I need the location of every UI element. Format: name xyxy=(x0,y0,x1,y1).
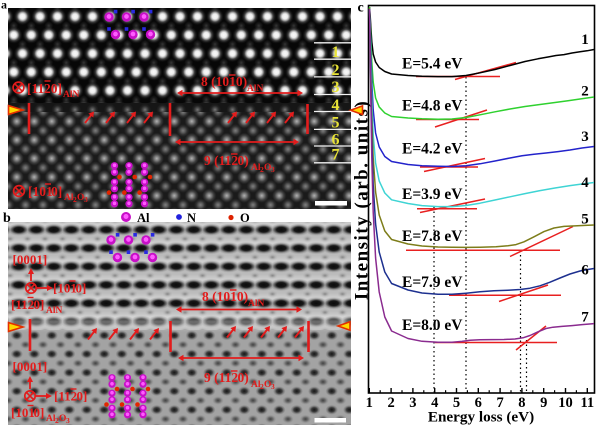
svg-text:E=3.9 eV: E=3.9 eV xyxy=(402,186,463,203)
svg-text:0]: 0] xyxy=(34,297,45,312)
svg-text:0): 0) xyxy=(238,153,249,168)
svg-text:10: 10 xyxy=(558,395,573,411)
svg-text:Energy loss (eV): Energy loss (eV) xyxy=(428,409,534,426)
svg-text:2: 2 xyxy=(73,195,77,204)
svg-text:8: 8 xyxy=(518,395,525,411)
svg-text:2: 2 xyxy=(55,416,59,425)
svg-text:20]: 20] xyxy=(44,81,62,96)
svg-text:3: 3 xyxy=(66,416,70,425)
svg-text:AlN: AlN xyxy=(247,84,264,94)
svg-text:E=5.4 eV: E=5.4 eV xyxy=(402,56,463,73)
svg-text:c: c xyxy=(358,1,364,16)
svg-text:7: 7 xyxy=(332,147,340,164)
svg-text:Intensity (arb. units): Intensity (arb. units) xyxy=(352,100,373,300)
svg-text:E=4.2 eV: E=4.2 eV xyxy=(402,141,463,158)
svg-text:0]: 0] xyxy=(34,405,45,420)
svg-text:Al: Al xyxy=(46,414,56,424)
svg-text:4: 4 xyxy=(332,97,340,114)
svg-text:O: O xyxy=(240,211,250,225)
svg-text:11: 11 xyxy=(580,395,594,411)
svg-text:[101: [101 xyxy=(53,281,77,296)
svg-text:[0001]: [0001] xyxy=(13,359,48,374)
svg-text:0]: 0] xyxy=(76,281,87,296)
svg-text:2: 2 xyxy=(581,84,589,100)
svg-text:[101: [101 xyxy=(28,184,53,199)
svg-text:4: 4 xyxy=(431,395,438,411)
svg-text:a: a xyxy=(1,0,7,12)
svg-text:O: O xyxy=(264,163,271,173)
svg-text:3: 3 xyxy=(271,165,275,174)
svg-text:0]: 0] xyxy=(51,184,62,199)
svg-text:3: 3 xyxy=(84,195,88,204)
svg-text:7: 7 xyxy=(581,310,589,326)
svg-text:1: 1 xyxy=(332,44,340,61)
svg-text:[101: [101 xyxy=(11,405,35,420)
svg-text:O: O xyxy=(77,193,84,203)
svg-text:[0001]: [0001] xyxy=(13,252,48,267)
svg-text:[11: [11 xyxy=(27,81,45,96)
svg-text:3: 3 xyxy=(409,395,416,411)
svg-text:8 (1010): 8 (1010) xyxy=(202,289,248,304)
svg-text:7: 7 xyxy=(496,395,503,411)
svg-text:5: 5 xyxy=(453,395,460,411)
svg-text:1: 1 xyxy=(366,395,373,411)
svg-text:5: 5 xyxy=(332,115,340,132)
svg-text:E=4.8 eV: E=4.8 eV xyxy=(402,98,463,115)
svg-text:Al: Al xyxy=(251,380,261,390)
svg-text:0]: 0] xyxy=(77,389,88,404)
svg-text:6: 6 xyxy=(581,263,589,279)
svg-text:AlN: AlN xyxy=(248,299,265,309)
svg-text:5: 5 xyxy=(581,212,589,228)
svg-text:3: 3 xyxy=(332,79,340,96)
svg-text:9: 9 xyxy=(540,395,547,411)
svg-text:9 (112: 9 (112 xyxy=(204,153,238,168)
svg-text:2: 2 xyxy=(260,165,264,174)
svg-text:E=8.0 eV: E=8.0 eV xyxy=(402,317,463,334)
svg-text:6: 6 xyxy=(475,395,482,411)
svg-text:Al: Al xyxy=(251,163,261,173)
svg-text:AlN: AlN xyxy=(63,90,80,100)
svg-text:E=7.8 eV: E=7.8 eV xyxy=(402,228,463,245)
svg-text:6: 6 xyxy=(332,132,340,149)
svg-text:O: O xyxy=(264,380,271,390)
svg-text:[112: [112 xyxy=(11,297,34,312)
svg-text:N: N xyxy=(187,211,196,225)
svg-text:E=7.9 eV: E=7.9 eV xyxy=(402,274,463,291)
svg-text:O: O xyxy=(59,414,66,424)
svg-text:4: 4 xyxy=(581,175,589,191)
svg-text:Al: Al xyxy=(64,193,74,203)
svg-text:1: 1 xyxy=(581,32,589,48)
svg-text:2: 2 xyxy=(332,62,340,79)
svg-text:2: 2 xyxy=(387,395,394,411)
svg-text:[112: [112 xyxy=(54,389,77,404)
svg-text:3: 3 xyxy=(581,129,589,145)
svg-text:0): 0) xyxy=(238,370,249,385)
svg-text:AlN: AlN xyxy=(46,306,63,316)
svg-text:9 (112: 9 (112 xyxy=(204,370,238,385)
svg-text:3: 3 xyxy=(271,382,275,391)
svg-text:b: b xyxy=(3,211,11,226)
svg-text:Al: Al xyxy=(137,211,150,225)
svg-text:2: 2 xyxy=(260,382,264,391)
svg-text:8 (1010): 8 (1010) xyxy=(201,74,247,89)
